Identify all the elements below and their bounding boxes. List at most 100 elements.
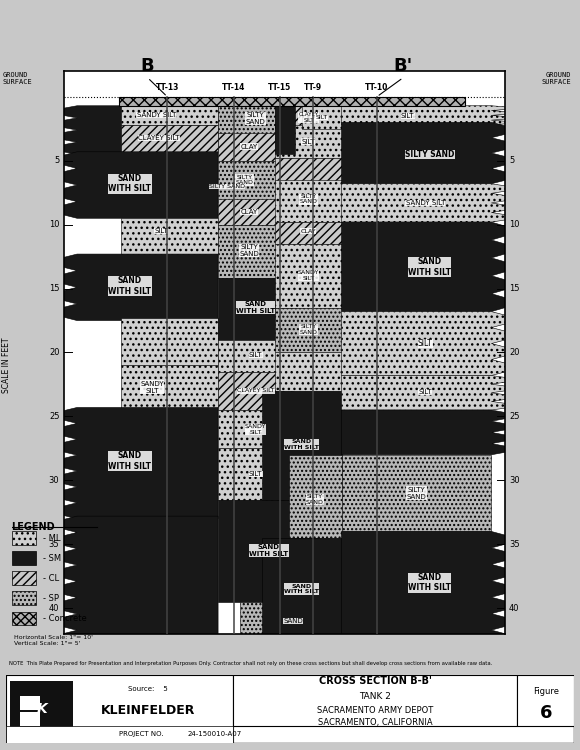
Polygon shape bbox=[218, 133, 293, 160]
Text: - ML: - ML bbox=[44, 534, 61, 543]
Text: SAND
WITH SILT: SAND WITH SILT bbox=[249, 544, 288, 557]
Text: SILT: SILT bbox=[154, 228, 168, 234]
Text: CLAYEY SILT: CLAYEY SILT bbox=[237, 388, 274, 393]
Polygon shape bbox=[276, 106, 342, 129]
Text: 24-150010-A07: 24-150010-A07 bbox=[188, 731, 242, 737]
Polygon shape bbox=[121, 125, 218, 152]
Polygon shape bbox=[240, 602, 350, 646]
Text: SILTY
SAND: SILTY SAND bbox=[407, 487, 426, 500]
Polygon shape bbox=[218, 199, 293, 225]
Polygon shape bbox=[342, 532, 522, 646]
Polygon shape bbox=[262, 391, 342, 500]
Text: GROUND
SURFACE: GROUND SURFACE bbox=[3, 72, 32, 86]
Polygon shape bbox=[276, 308, 342, 352]
Polygon shape bbox=[342, 376, 522, 410]
Text: SAND: SAND bbox=[283, 618, 303, 624]
Text: SILT: SILT bbox=[249, 471, 262, 477]
Bar bbox=[12, 572, 36, 585]
Text: SACRAMENTO, CALIFORNIA: SACRAMENTO, CALIFORNIA bbox=[318, 718, 433, 727]
Polygon shape bbox=[342, 106, 522, 125]
Text: SAND
WITH SILT: SAND WITH SILT bbox=[108, 276, 151, 296]
Text: 35: 35 bbox=[49, 540, 59, 549]
Text: 20: 20 bbox=[509, 348, 520, 357]
Text: SILTY SAND: SILTY SAND bbox=[209, 184, 245, 189]
Text: TT-9: TT-9 bbox=[304, 82, 322, 92]
Polygon shape bbox=[276, 352, 342, 391]
Polygon shape bbox=[342, 222, 522, 311]
Text: 6: 6 bbox=[539, 704, 552, 722]
Text: TT-15: TT-15 bbox=[268, 82, 291, 92]
Polygon shape bbox=[121, 218, 218, 256]
Text: 5: 5 bbox=[509, 156, 514, 165]
Text: 35: 35 bbox=[509, 540, 520, 549]
Text: TANK 2: TANK 2 bbox=[360, 692, 391, 701]
Text: SAND
WITH SILT: SAND WITH SILT bbox=[408, 257, 451, 277]
Polygon shape bbox=[262, 538, 342, 646]
Polygon shape bbox=[289, 454, 342, 538]
Text: SILTY
SAND: SILTY SAND bbox=[299, 324, 317, 335]
Polygon shape bbox=[218, 278, 293, 340]
Text: K: K bbox=[36, 702, 47, 715]
Text: TT-13: TT-13 bbox=[155, 82, 179, 92]
Polygon shape bbox=[121, 106, 218, 125]
Text: CLAY: CLAY bbox=[240, 144, 258, 150]
Text: SILT: SILT bbox=[316, 115, 328, 120]
Text: SANDY
SILT: SANDY SILT bbox=[140, 380, 164, 394]
Polygon shape bbox=[218, 106, 293, 135]
Bar bbox=[12, 592, 36, 605]
Polygon shape bbox=[276, 222, 342, 244]
Text: Horizontal Scale: 1"= 10': Horizontal Scale: 1"= 10' bbox=[14, 635, 93, 640]
Bar bbox=[12, 611, 36, 626]
Text: SILTY
SAND: SILTY SAND bbox=[235, 175, 253, 185]
Text: 30: 30 bbox=[49, 476, 59, 484]
Text: 40: 40 bbox=[509, 604, 520, 613]
Polygon shape bbox=[218, 160, 293, 202]
Polygon shape bbox=[302, 106, 342, 129]
Text: CLAY: CLAY bbox=[300, 229, 316, 233]
Text: B: B bbox=[141, 57, 154, 75]
Polygon shape bbox=[342, 454, 491, 532]
Polygon shape bbox=[44, 254, 218, 320]
Text: SAND
WITH SILT: SAND WITH SILT bbox=[284, 440, 319, 450]
Text: SILT: SILT bbox=[302, 139, 315, 145]
Polygon shape bbox=[44, 106, 218, 154]
Text: CLAYEY
SILT: CLAYEY SILT bbox=[298, 112, 318, 123]
Text: KLEINFELDER: KLEINFELDER bbox=[101, 704, 195, 717]
Text: SILT: SILT bbox=[418, 339, 433, 348]
Text: 10: 10 bbox=[509, 220, 520, 230]
Text: SAND
WITH SILT: SAND WITH SILT bbox=[236, 302, 275, 314]
Text: 15: 15 bbox=[509, 284, 520, 293]
Text: SANDY SILT: SANDY SILT bbox=[405, 200, 445, 206]
Text: SAND
WITH SILT: SAND WITH SILT bbox=[284, 584, 319, 595]
Text: TT-10: TT-10 bbox=[365, 82, 389, 92]
Text: SILTY
SAND: SILTY SAND bbox=[246, 112, 266, 125]
Text: 10: 10 bbox=[49, 220, 59, 230]
Text: TT-14: TT-14 bbox=[222, 82, 245, 92]
Text: SILT: SILT bbox=[249, 352, 262, 358]
Polygon shape bbox=[342, 122, 522, 184]
Bar bbox=[10, 681, 73, 736]
Polygon shape bbox=[276, 158, 342, 184]
Text: SANDY
SILT: SANDY SILT bbox=[298, 271, 319, 281]
Text: SACRAMENTO ARMY DEPOT: SACRAMENTO ARMY DEPOT bbox=[317, 706, 433, 715]
Text: Figure: Figure bbox=[533, 687, 559, 696]
Text: SAND
WITH SILT: SAND WITH SILT bbox=[108, 174, 151, 194]
Polygon shape bbox=[44, 516, 218, 646]
Text: SILT: SILT bbox=[419, 389, 432, 395]
Text: CLAY: CLAY bbox=[240, 209, 258, 214]
Text: SCALE IN FEET: SCALE IN FEET bbox=[2, 338, 11, 393]
Text: - CL: - CL bbox=[44, 574, 59, 584]
Text: B': B' bbox=[394, 57, 413, 75]
Text: LEGEND: LEGEND bbox=[12, 522, 55, 532]
Bar bbox=[6, 726, 233, 742]
Bar bbox=[20, 697, 40, 710]
Text: - SM: - SM bbox=[44, 554, 61, 563]
Text: 20: 20 bbox=[49, 348, 59, 357]
Polygon shape bbox=[218, 410, 293, 448]
Text: SILT: SILT bbox=[401, 113, 414, 119]
Polygon shape bbox=[342, 311, 522, 376]
Polygon shape bbox=[276, 244, 342, 308]
Polygon shape bbox=[276, 180, 342, 222]
Text: SILTY SAND: SILTY SAND bbox=[405, 150, 454, 159]
Polygon shape bbox=[342, 410, 522, 454]
